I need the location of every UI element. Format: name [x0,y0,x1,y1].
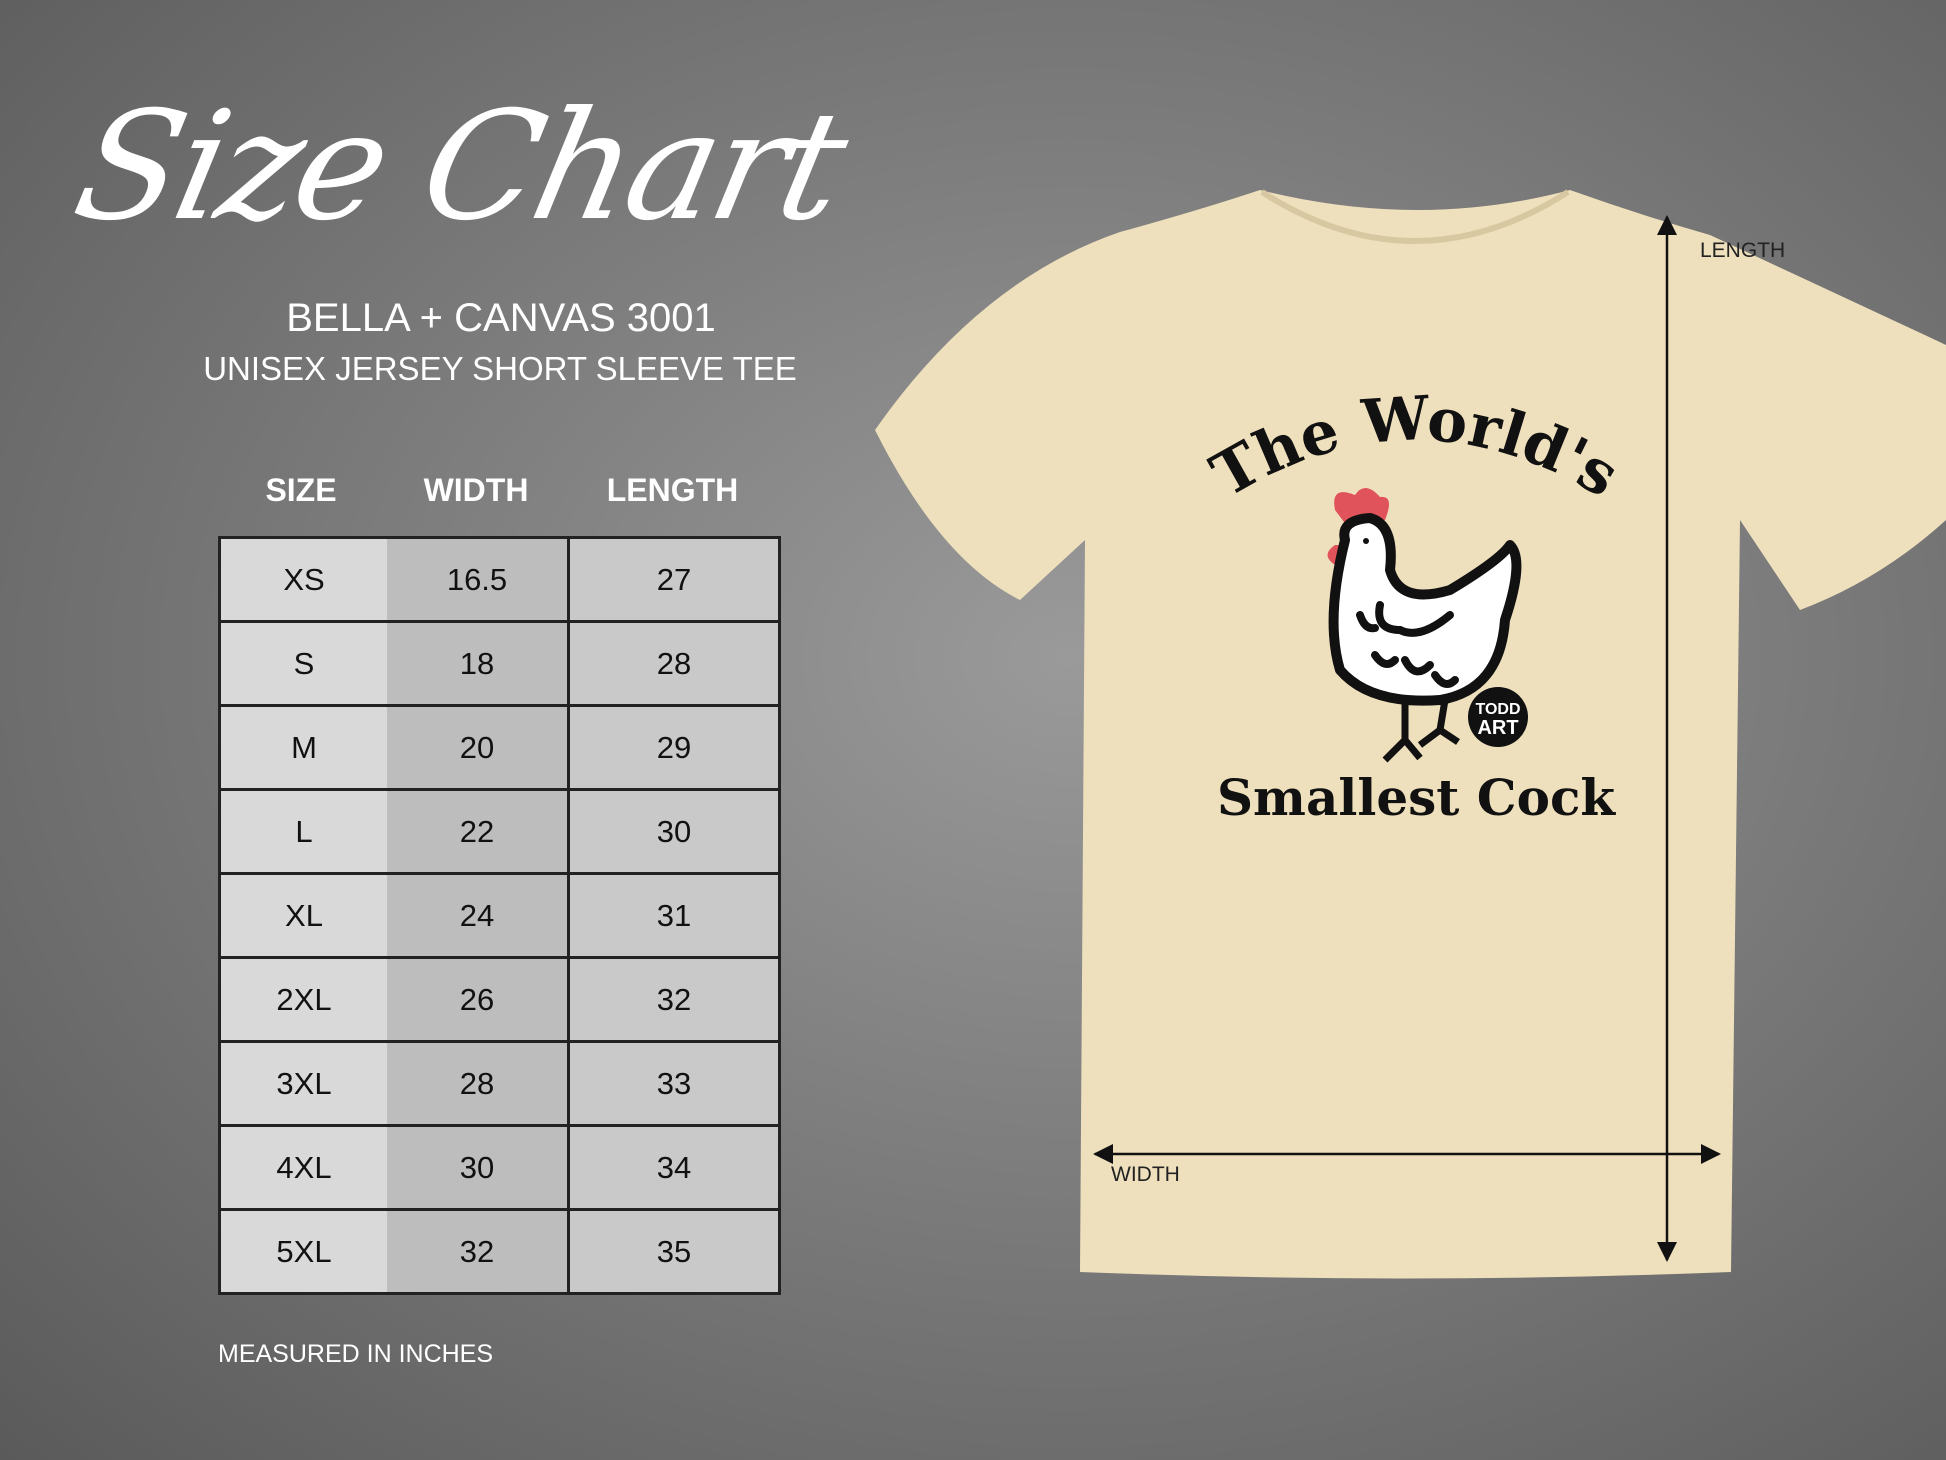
product-name: UNISEX JERSEY SHORT SLEEVE TEE [203,350,797,387]
cell-length: 33 [567,1040,781,1127]
cell-size: M [218,704,387,791]
cell-length: 30 [567,788,781,875]
cell-length: 29 [567,704,781,791]
cell-width: 16.5 [387,536,570,623]
width-label: WIDTH [1111,1163,1180,1186]
table-row: 4XL 30 34 [218,1124,781,1211]
cell-width: 26 [387,956,570,1043]
cell-width: 20 [387,704,570,791]
cell-size: XL [218,872,387,959]
table-row: 2XL 26 32 [218,956,781,1043]
cell-length: 28 [567,620,781,707]
cell-size: L [218,788,387,875]
table-row: XS 16.5 27 [218,536,781,623]
cell-width: 22 [387,788,570,875]
table-row: 3XL 28 33 [218,1040,781,1127]
size-table: XS 16.5 27 S 18 28 M 20 29 L 22 30 XL 24 31 2XL 26 32 3XL 2… [218,536,781,1295]
svg-text:ART: ART [1477,717,1518,739]
table-row: M 20 29 [218,704,781,791]
cell-width: 30 [387,1124,570,1211]
cell-size: S [218,620,387,707]
design-bottom-text: Smallest Cock [1217,768,1616,827]
table-row: 5XL 32 35 [218,1208,781,1295]
header-size: SIZE [265,472,337,508]
cell-width: 32 [387,1208,570,1295]
cell-width: 28 [387,1040,570,1127]
chicken-icon [1327,487,1522,763]
tshirt-body [875,190,1946,1279]
cell-size: XS [218,536,387,623]
header-width: WIDTH [423,472,529,508]
cell-width: 24 [387,872,570,959]
cell-length: 31 [567,872,781,959]
header-length: LENGTH [606,472,739,508]
todd-art-logo [1468,687,1528,747]
cell-width: 18 [387,620,570,707]
table-row: XL 24 31 [218,872,781,959]
brand-model: BELLA + CANVAS 3001 [286,296,716,340]
table-row: L 22 30 [218,788,781,875]
svg-text:TODD: TODD [1475,701,1520,718]
cell-length: 32 [567,956,781,1043]
length-label: LENGTH [1700,239,1785,262]
cell-size: 2XL [218,956,387,1043]
cell-length: 35 [567,1208,781,1295]
cell-length: 34 [567,1124,781,1211]
cell-size: 5XL [218,1208,387,1295]
cell-size: 3XL [218,1040,387,1127]
cell-size: 4XL [218,1124,387,1211]
measurement-note: MEASURED IN INCHES [218,1340,494,1368]
table-row: S 18 28 [218,620,781,707]
cell-length: 27 [567,536,781,623]
